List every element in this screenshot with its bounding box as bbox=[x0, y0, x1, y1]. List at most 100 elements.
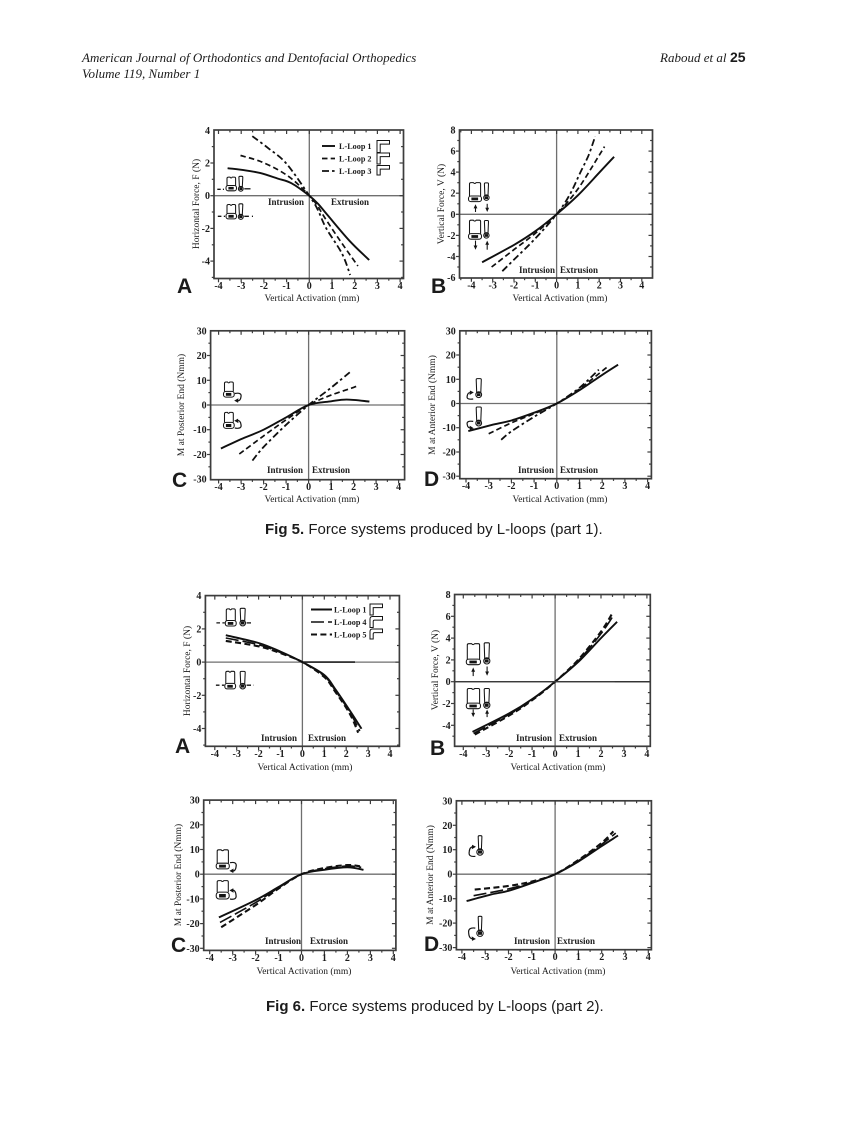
svg-text:-2: -2 bbox=[504, 952, 512, 963]
svg-text:0: 0 bbox=[554, 481, 559, 492]
svg-text:Extrusion: Extrusion bbox=[560, 465, 598, 475]
svg-text:2: 2 bbox=[351, 482, 356, 493]
svg-text:-4: -4 bbox=[459, 749, 467, 760]
svg-text:D: D bbox=[424, 468, 439, 491]
svg-text:-4: -4 bbox=[193, 724, 201, 735]
svg-text:4: 4 bbox=[391, 953, 396, 964]
svg-text:Vertical Force, V (N): Vertical Force, V (N) bbox=[430, 630, 441, 710]
svg-text:-1: -1 bbox=[531, 281, 539, 292]
svg-text:Intrusion: Intrusion bbox=[265, 936, 301, 946]
svg-text:0: 0 bbox=[202, 401, 207, 412]
svg-text:20: 20 bbox=[442, 821, 452, 832]
svg-text:3: 3 bbox=[375, 281, 380, 292]
svg-text:-20: -20 bbox=[193, 450, 206, 461]
svg-text:0: 0 bbox=[554, 281, 559, 292]
svg-text:Vertical Activation (mm): Vertical Activation (mm) bbox=[257, 966, 352, 977]
svg-text:4: 4 bbox=[196, 591, 201, 602]
svg-text:Vertical Force, V (N): Vertical Force, V (N) bbox=[436, 164, 447, 244]
svg-text:-4: -4 bbox=[214, 281, 222, 292]
svg-text:3: 3 bbox=[366, 749, 371, 760]
svg-text:-3: -3 bbox=[229, 953, 237, 964]
svg-text:L-Loop 2: L-Loop 2 bbox=[339, 155, 372, 164]
svg-text:-2: -2 bbox=[259, 482, 267, 493]
svg-text:0: 0 bbox=[553, 952, 558, 963]
svg-text:-3: -3 bbox=[233, 749, 241, 760]
svg-text:Intrusion: Intrusion bbox=[516, 733, 552, 743]
svg-text:8: 8 bbox=[446, 590, 451, 601]
svg-text:0: 0 bbox=[195, 870, 200, 881]
svg-text:-4: -4 bbox=[467, 281, 475, 292]
svg-text:4: 4 bbox=[645, 481, 650, 492]
svg-text:-20: -20 bbox=[442, 448, 455, 459]
svg-text:2: 2 bbox=[446, 655, 451, 666]
svg-text:10: 10 bbox=[446, 375, 456, 386]
svg-text:-4: -4 bbox=[214, 482, 222, 493]
svg-text:D: D bbox=[424, 933, 439, 956]
svg-text:-1: -1 bbox=[276, 749, 284, 760]
svg-text:L-Loop 1: L-Loop 1 bbox=[334, 606, 367, 615]
svg-text:Extrusion: Extrusion bbox=[557, 936, 595, 946]
svg-text:30: 30 bbox=[442, 796, 452, 807]
svg-text:-3: -3 bbox=[482, 749, 490, 760]
svg-text:-2: -2 bbox=[193, 691, 201, 702]
svg-text:-4: -4 bbox=[202, 257, 210, 268]
svg-text:-10: -10 bbox=[439, 894, 452, 905]
svg-text:Intrusion: Intrusion bbox=[518, 465, 554, 475]
svg-text:Intrusion: Intrusion bbox=[268, 197, 304, 207]
svg-text:1: 1 bbox=[322, 749, 327, 760]
svg-text:0: 0 bbox=[307, 281, 312, 292]
svg-text:-10: -10 bbox=[193, 425, 206, 436]
svg-text:-3: -3 bbox=[237, 482, 245, 493]
svg-text:Vertical Activation (mm): Vertical Activation (mm) bbox=[513, 293, 608, 304]
svg-text:Extrusion: Extrusion bbox=[560, 265, 598, 275]
svg-text:Vertical Activation (mm): Vertical Activation (mm) bbox=[511, 762, 606, 773]
svg-text:-6: -6 bbox=[447, 273, 455, 284]
svg-text:3: 3 bbox=[374, 482, 379, 493]
svg-text:4: 4 bbox=[446, 634, 451, 645]
svg-text:10: 10 bbox=[197, 376, 207, 387]
svg-text:-20: -20 bbox=[186, 919, 199, 930]
svg-text:0: 0 bbox=[446, 677, 451, 688]
svg-text:-2: -2 bbox=[202, 224, 210, 235]
svg-text:30: 30 bbox=[190, 796, 200, 807]
svg-text:4: 4 bbox=[646, 952, 651, 963]
svg-text:-30: -30 bbox=[193, 475, 206, 486]
svg-text:-4: -4 bbox=[458, 952, 466, 963]
svg-text:2: 2 bbox=[345, 953, 350, 964]
svg-text:-1: -1 bbox=[528, 749, 536, 760]
svg-text:-10: -10 bbox=[442, 423, 455, 434]
svg-text:1: 1 bbox=[576, 952, 581, 963]
svg-text:Intrusion: Intrusion bbox=[519, 265, 555, 275]
svg-text:8: 8 bbox=[451, 126, 456, 137]
svg-text:C: C bbox=[172, 469, 187, 492]
svg-text:C: C bbox=[171, 934, 186, 957]
svg-text:L-Loop 4: L-Loop 4 bbox=[334, 618, 367, 627]
svg-text:-20: -20 bbox=[439, 919, 452, 930]
svg-text:A: A bbox=[177, 275, 192, 298]
svg-text:Horizontal Force, F (N): Horizontal Force, F (N) bbox=[191, 159, 202, 249]
svg-text:-2: -2 bbox=[254, 749, 262, 760]
svg-text:-30: -30 bbox=[186, 944, 199, 955]
svg-text:-1: -1 bbox=[274, 953, 282, 964]
svg-text:2: 2 bbox=[597, 281, 602, 292]
svg-text:2: 2 bbox=[451, 189, 456, 200]
svg-text:-1: -1 bbox=[530, 481, 538, 492]
svg-text:Extrusion: Extrusion bbox=[310, 936, 348, 946]
svg-text:3: 3 bbox=[618, 281, 623, 292]
svg-text:30: 30 bbox=[197, 326, 207, 337]
svg-text:Extrusion: Extrusion bbox=[312, 465, 350, 475]
svg-text:2: 2 bbox=[600, 481, 605, 492]
svg-text:4: 4 bbox=[396, 482, 401, 493]
svg-text:Volume 119, Number 1: Volume 119, Number 1 bbox=[82, 66, 200, 81]
svg-text:6: 6 bbox=[451, 147, 456, 158]
svg-text:30: 30 bbox=[446, 326, 456, 337]
svg-text:25: 25 bbox=[730, 49, 746, 65]
svg-text:0: 0 bbox=[447, 870, 452, 881]
svg-text:-1: -1 bbox=[282, 281, 290, 292]
svg-text:-2: -2 bbox=[251, 953, 259, 964]
svg-text:20: 20 bbox=[446, 351, 456, 362]
svg-text:-30: -30 bbox=[442, 472, 455, 483]
svg-text:4: 4 bbox=[644, 749, 649, 760]
svg-text:-3: -3 bbox=[237, 281, 245, 292]
svg-text:M at Anterior End (Nmm): M at Anterior End (Nmm) bbox=[427, 355, 438, 455]
